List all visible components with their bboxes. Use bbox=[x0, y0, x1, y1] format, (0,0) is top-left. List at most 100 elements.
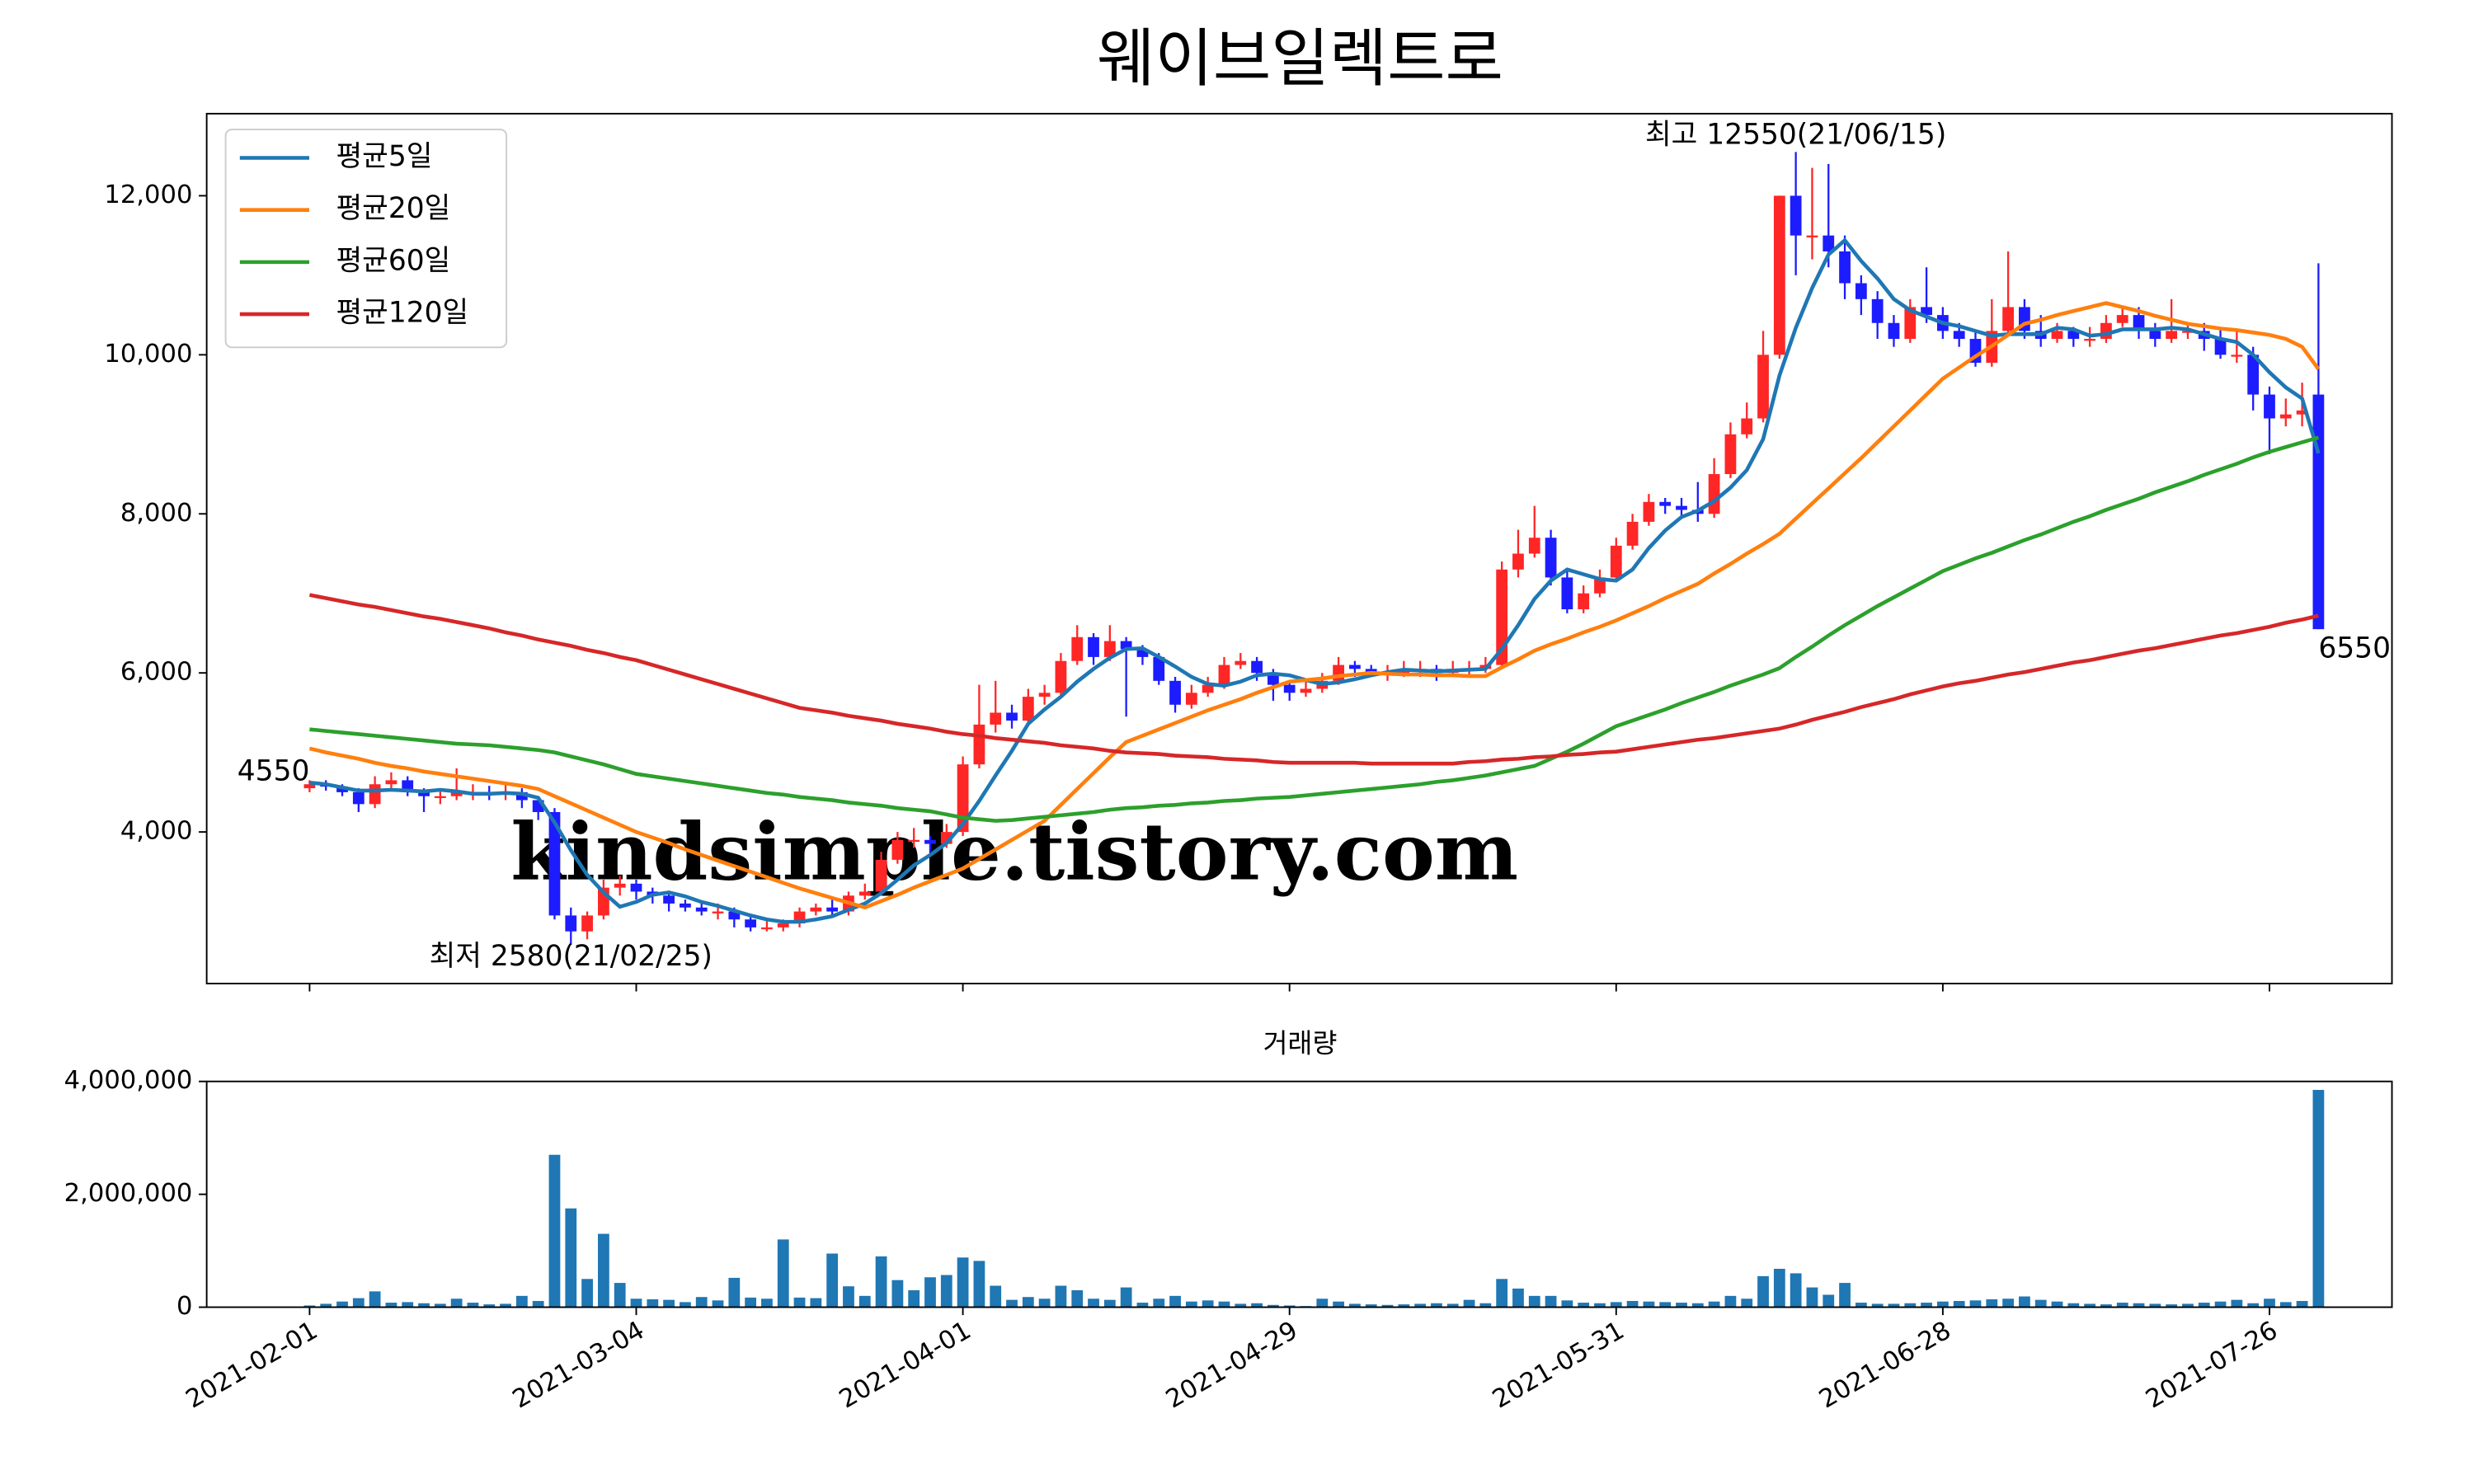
candle-body bbox=[973, 724, 985, 765]
volume-bar bbox=[2084, 1303, 2096, 1308]
volume-bar bbox=[303, 1305, 316, 1308]
volume-bar bbox=[1267, 1304, 1279, 1308]
candle-body bbox=[336, 787, 348, 792]
candle-body bbox=[2133, 315, 2145, 331]
candle-body bbox=[1038, 693, 1051, 697]
volume-bar bbox=[1724, 1295, 1737, 1308]
volume-frame bbox=[205, 1080, 2393, 1308]
ma-line bbox=[309, 435, 2320, 823]
candle-body bbox=[630, 883, 642, 892]
candle-body bbox=[2116, 315, 2128, 323]
volume-bar bbox=[663, 1299, 675, 1308]
volume-bar bbox=[1904, 1303, 1917, 1308]
candle-body bbox=[581, 915, 593, 932]
volume-bar bbox=[1921, 1303, 1932, 1308]
candle-body bbox=[1055, 660, 1067, 693]
volume-bar bbox=[434, 1303, 446, 1308]
candle-body bbox=[1512, 553, 1524, 570]
volume-bar bbox=[1528, 1295, 1540, 1308]
candle-body bbox=[1888, 322, 1900, 340]
volume-bar bbox=[680, 1302, 691, 1308]
volume-bar bbox=[1969, 1300, 1982, 1308]
volume-bar bbox=[1463, 1299, 1475, 1308]
candle-body bbox=[2084, 339, 2096, 341]
volume-bar bbox=[1806, 1287, 1818, 1308]
volume-bar bbox=[647, 1298, 659, 1308]
volume-bar bbox=[1333, 1301, 1344, 1308]
volume-bar bbox=[2264, 1298, 2275, 1308]
candle-body bbox=[957, 764, 969, 833]
candle-body bbox=[1136, 649, 1149, 657]
candle-body bbox=[1773, 195, 1785, 355]
volume-bar bbox=[2231, 1299, 2243, 1308]
candle-body bbox=[1724, 434, 1737, 475]
volume-bar bbox=[891, 1280, 904, 1308]
candle-body bbox=[1806, 235, 1818, 237]
candle-body bbox=[1365, 669, 1377, 674]
candle-body bbox=[1741, 418, 1753, 434]
candle-body bbox=[2149, 331, 2161, 340]
candle-body bbox=[1120, 641, 1132, 650]
candle-body bbox=[369, 784, 381, 805]
candle-body bbox=[1349, 665, 1361, 669]
volume-bar bbox=[402, 1302, 414, 1308]
candle-body bbox=[810, 907, 822, 912]
candle-body bbox=[1496, 569, 1508, 665]
volume-bar bbox=[630, 1298, 642, 1308]
candle-body bbox=[712, 911, 724, 913]
candle-body bbox=[515, 791, 528, 801]
candle-body bbox=[1921, 307, 1932, 316]
candle-body bbox=[1904, 307, 1917, 340]
legend-label: 평균60일 bbox=[336, 244, 451, 277]
volume-bar bbox=[2051, 1301, 2063, 1308]
volume-bar bbox=[1381, 1304, 1394, 1308]
volume-bar bbox=[2100, 1304, 2112, 1308]
price-frame bbox=[205, 112, 2393, 984]
candle-body bbox=[1202, 684, 1214, 693]
candle-body bbox=[1103, 641, 1116, 657]
volume-bar bbox=[336, 1301, 348, 1308]
legend-label: 평균20일 bbox=[336, 192, 451, 225]
volume-bar bbox=[761, 1298, 773, 1308]
candle-body bbox=[2296, 410, 2308, 415]
candle-body bbox=[1790, 195, 1802, 236]
candle-body bbox=[2264, 394, 2275, 419]
volume-bar bbox=[532, 1301, 544, 1308]
candle-body bbox=[2182, 331, 2194, 333]
candle-body bbox=[565, 915, 577, 932]
candle-body bbox=[891, 839, 904, 860]
volume-bar bbox=[320, 1303, 332, 1308]
volume-title: 거래량 bbox=[1263, 1028, 1338, 1059]
volume-bar bbox=[418, 1303, 430, 1308]
volume-bar bbox=[1071, 1289, 1084, 1308]
volume-bar bbox=[1088, 1298, 1099, 1308]
candle-body bbox=[1708, 474, 1720, 514]
legend-label: 평균5일 bbox=[336, 140, 433, 173]
volume-bar bbox=[810, 1298, 822, 1308]
volume-bar bbox=[908, 1289, 920, 1308]
candle-body bbox=[1267, 673, 1279, 685]
max-annotation: 최고 12550(21/06/15) bbox=[1645, 119, 1946, 152]
volume-bar bbox=[2247, 1303, 2260, 1308]
volume-bar bbox=[2067, 1303, 2080, 1308]
y-tick-label: 6,000 bbox=[120, 658, 193, 687]
volume-bar bbox=[2034, 1299, 2047, 1308]
volume-bar bbox=[1741, 1298, 1753, 1308]
volume-bar bbox=[1936, 1301, 1949, 1308]
volume-bar bbox=[2296, 1301, 2308, 1308]
candle-body bbox=[990, 712, 1002, 725]
volume-bar bbox=[369, 1291, 381, 1308]
volume-bar bbox=[515, 1295, 528, 1308]
candle-body bbox=[1659, 501, 1672, 506]
candle-body bbox=[1071, 636, 1084, 661]
candle-body bbox=[303, 784, 316, 789]
candle-body bbox=[1643, 501, 1655, 522]
volume-bar bbox=[2149, 1303, 2161, 1308]
candle-body bbox=[1088, 636, 1099, 657]
volume-bar bbox=[875, 1256, 887, 1308]
volume-bar bbox=[2002, 1298, 2014, 1308]
candle-body bbox=[858, 891, 871, 896]
candle-body bbox=[2214, 339, 2227, 355]
volume-bar bbox=[1773, 1268, 1785, 1308]
